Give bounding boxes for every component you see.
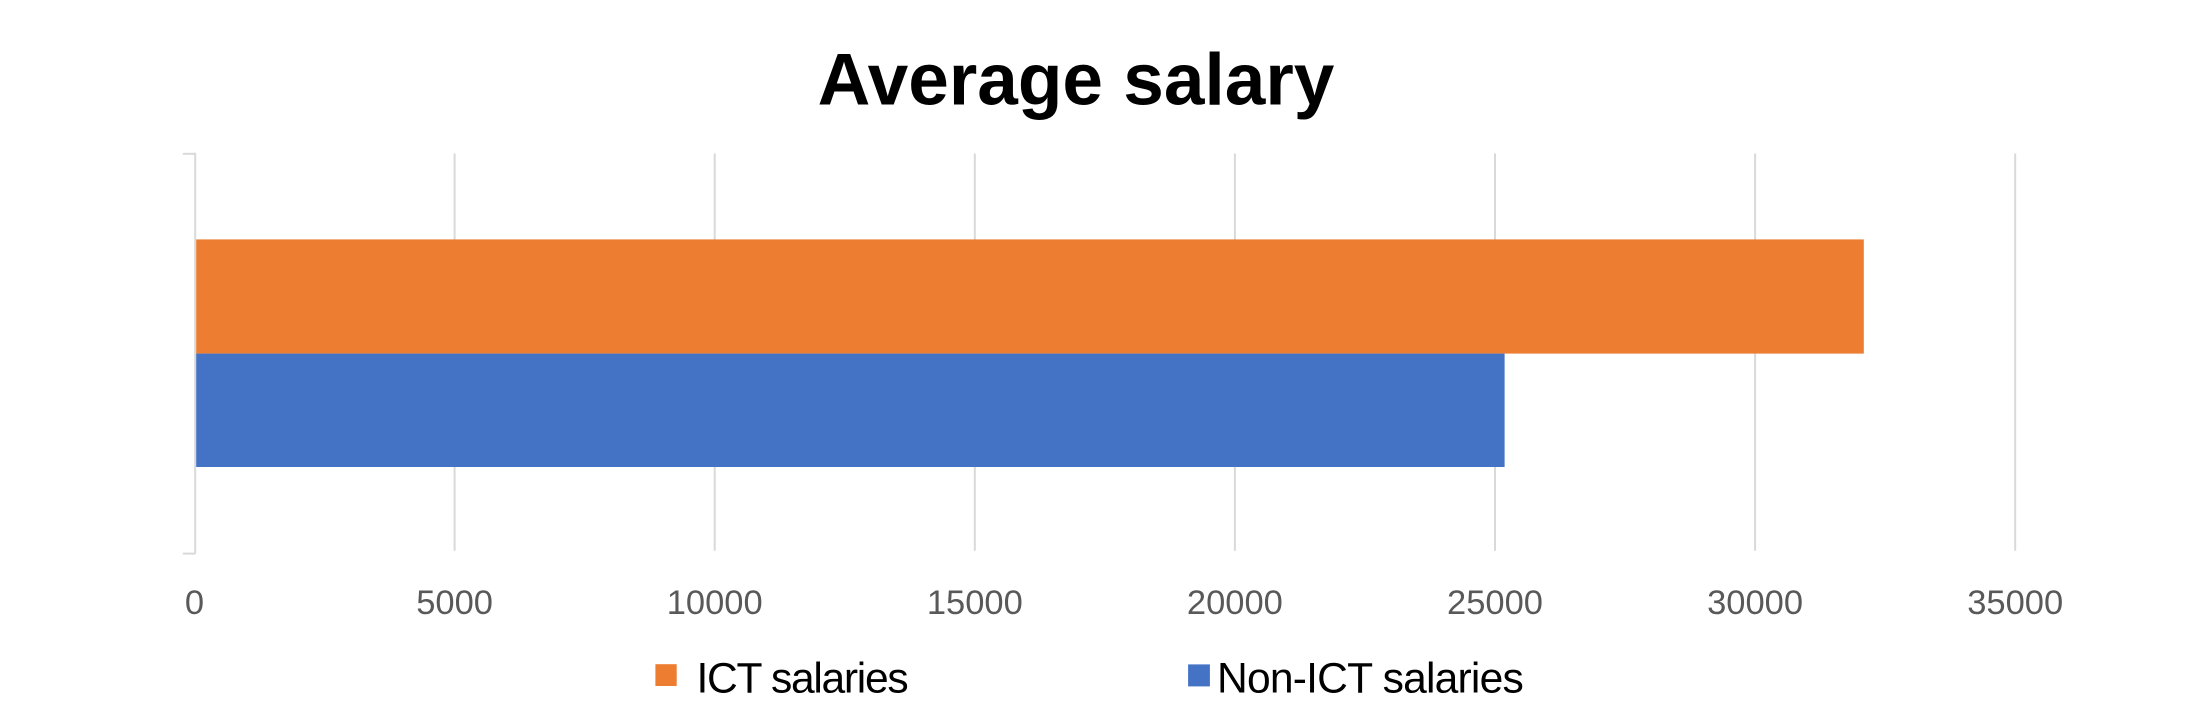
svg-text:35000: 35000 — [1967, 584, 2063, 622]
svg-text:ICT salaries: ICT salaries — [697, 654, 908, 702]
svg-text:10000: 10000 — [667, 584, 763, 622]
svg-text:15000: 15000 — [927, 584, 1023, 622]
svg-text:Non-ICT salaries: Non-ICT salaries — [1217, 654, 1523, 702]
svg-text:0: 0 — [185, 584, 204, 622]
svg-text:30000: 30000 — [1707, 584, 1803, 622]
svg-text:5000: 5000 — [416, 584, 493, 622]
svg-text:20000: 20000 — [1187, 584, 1283, 622]
svg-text:25000: 25000 — [1447, 584, 1543, 622]
svg-text:Average salary: Average salary — [818, 39, 1335, 120]
